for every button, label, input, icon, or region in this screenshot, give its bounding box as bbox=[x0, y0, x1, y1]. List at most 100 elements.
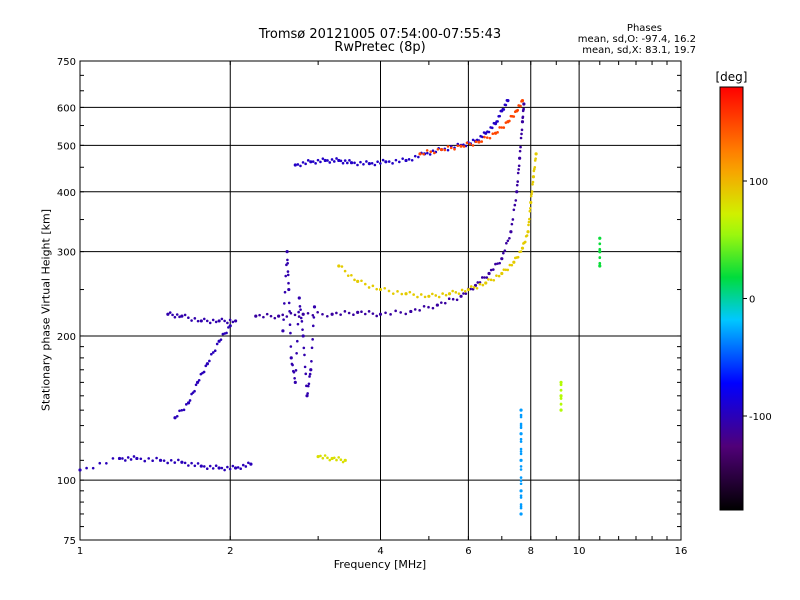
data-point bbox=[469, 285, 473, 288]
data-point bbox=[283, 290, 287, 294]
data-point bbox=[528, 217, 531, 221]
data-point bbox=[427, 294, 431, 298]
data-point bbox=[155, 456, 158, 460]
data-point bbox=[492, 268, 495, 271]
data-point bbox=[214, 320, 218, 324]
data-point bbox=[598, 242, 602, 245]
data-point bbox=[502, 108, 506, 111]
data-point bbox=[299, 316, 303, 320]
data-point bbox=[559, 383, 563, 386]
data-point bbox=[356, 279, 360, 283]
data-point bbox=[598, 250, 602, 254]
data-point bbox=[269, 314, 273, 318]
data-point bbox=[188, 399, 192, 402]
data-point bbox=[384, 311, 387, 315]
data-point bbox=[530, 192, 533, 196]
data-point bbox=[371, 312, 375, 315]
data-point bbox=[496, 131, 499, 134]
data-point bbox=[305, 394, 309, 398]
data-point bbox=[422, 152, 425, 156]
data-point bbox=[439, 147, 444, 152]
data-point bbox=[598, 256, 602, 259]
data-point bbox=[316, 158, 320, 162]
data-point bbox=[494, 262, 497, 266]
data-point bbox=[598, 236, 602, 240]
data-point bbox=[519, 440, 523, 443]
data-point bbox=[519, 432, 523, 436]
data-point bbox=[321, 456, 325, 460]
x-tick-label: 6 bbox=[465, 546, 471, 557]
data-point bbox=[234, 466, 238, 470]
data-point bbox=[285, 250, 289, 254]
data-point bbox=[239, 467, 243, 471]
data-point bbox=[409, 309, 413, 314]
data-point bbox=[228, 467, 232, 471]
data-point bbox=[422, 304, 426, 308]
data-point bbox=[197, 378, 201, 382]
colorbar bbox=[719, 86, 744, 511]
data-point bbox=[217, 466, 221, 470]
data-point bbox=[314, 162, 317, 165]
data-point bbox=[498, 261, 501, 265]
data-point bbox=[169, 458, 173, 462]
data-point bbox=[404, 312, 408, 316]
data-point bbox=[208, 359, 211, 363]
data-point bbox=[379, 162, 382, 165]
data-point bbox=[302, 346, 306, 350]
data-point bbox=[598, 264, 602, 268]
data-point bbox=[124, 459, 127, 462]
data-point bbox=[306, 392, 309, 395]
data-point bbox=[194, 383, 198, 387]
data-point bbox=[175, 414, 179, 418]
data-point bbox=[210, 352, 213, 356]
data-point bbox=[335, 458, 338, 462]
data-point bbox=[217, 319, 221, 323]
data-point bbox=[353, 278, 356, 282]
data-point bbox=[453, 148, 456, 151]
data-point bbox=[300, 320, 304, 323]
data-point bbox=[500, 126, 504, 129]
data-point bbox=[78, 468, 82, 472]
data-point bbox=[480, 140, 484, 143]
data-point bbox=[330, 456, 334, 461]
data-point bbox=[343, 310, 347, 313]
data-point bbox=[491, 132, 495, 135]
data-point bbox=[193, 389, 196, 393]
data-point bbox=[335, 157, 338, 160]
data-point bbox=[468, 142, 472, 146]
data-point bbox=[220, 466, 224, 470]
data-point bbox=[487, 271, 491, 276]
data-point bbox=[480, 276, 484, 279]
data-point bbox=[273, 316, 277, 320]
data-point bbox=[287, 301, 291, 305]
data-point bbox=[215, 342, 219, 346]
data-point bbox=[337, 158, 341, 163]
data-point bbox=[519, 506, 523, 510]
data-point bbox=[249, 462, 253, 466]
data-point bbox=[375, 314, 378, 318]
data-point bbox=[481, 283, 485, 287]
data-point bbox=[506, 239, 510, 243]
phases-stats-title: Phases bbox=[626, 23, 662, 34]
data-point bbox=[162, 459, 166, 462]
data-point bbox=[341, 161, 345, 165]
data-point bbox=[534, 157, 537, 160]
data-point bbox=[284, 274, 288, 278]
data-point bbox=[319, 160, 322, 164]
data-point bbox=[289, 356, 293, 360]
data-point bbox=[208, 321, 212, 325]
data-point bbox=[519, 512, 523, 516]
data-point bbox=[515, 190, 519, 194]
data-point bbox=[519, 422, 523, 426]
data-point bbox=[231, 464, 235, 468]
data-point bbox=[330, 158, 334, 161]
data-point bbox=[301, 161, 305, 164]
data-point bbox=[483, 135, 486, 139]
data-point bbox=[190, 461, 193, 465]
y-tick-label: 750 bbox=[57, 57, 76, 68]
data-point bbox=[519, 447, 523, 451]
data-point bbox=[296, 322, 300, 326]
data-point bbox=[447, 292, 452, 296]
data-point bbox=[291, 363, 294, 367]
